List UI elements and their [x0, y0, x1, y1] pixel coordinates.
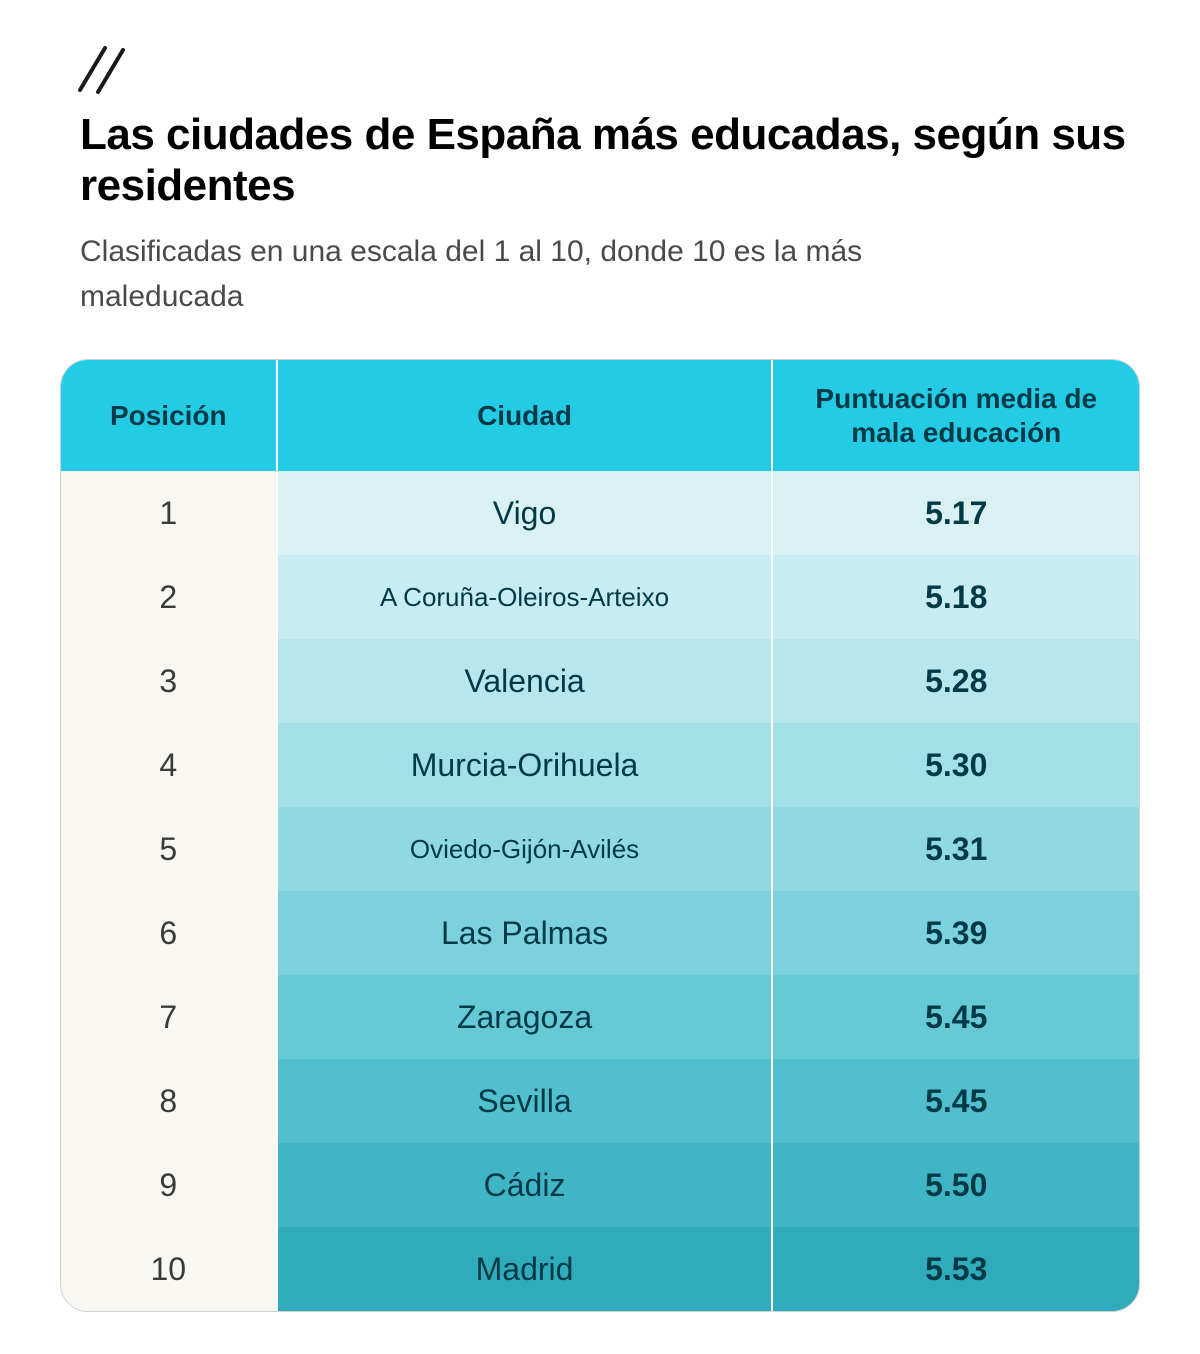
ranking-table: Posición Ciudad Puntuación media de mala…	[61, 360, 1139, 1311]
cell-city: Zaragoza	[277, 975, 773, 1059]
col-header-position: Posición	[61, 360, 277, 471]
col-header-score: Puntuación media de mala educación	[772, 360, 1139, 471]
table-row: 9Cádiz5.50	[61, 1143, 1139, 1227]
cell-score: 5.45	[772, 1059, 1139, 1143]
table-row: 10Madrid5.53	[61, 1227, 1139, 1311]
table-row: 3Valencia5.28	[61, 639, 1139, 723]
cell-position: 2	[61, 555, 277, 639]
cell-position: 9	[61, 1143, 277, 1227]
page-subtitle: Clasificadas en una escala del 1 al 10, …	[80, 229, 980, 319]
cell-position: 8	[61, 1059, 277, 1143]
table-row: 5Oviedo-Gijón-Avilés5.31	[61, 807, 1139, 891]
cell-score: 5.45	[772, 975, 1139, 1059]
cell-city: Oviedo-Gijón-Avilés	[277, 807, 773, 891]
table-row: 7Zaragoza5.45	[61, 975, 1139, 1059]
table-row: 8Sevilla5.45	[61, 1059, 1139, 1143]
col-header-city: Ciudad	[277, 360, 773, 471]
page-title: Las ciudades de España más educadas, seg…	[80, 110, 1150, 211]
cell-city: Sevilla	[277, 1059, 773, 1143]
cell-score: 5.39	[772, 891, 1139, 975]
cell-position: 10	[61, 1227, 277, 1311]
cell-score: 5.28	[772, 639, 1139, 723]
cell-position: 6	[61, 891, 277, 975]
cell-city: Murcia-Orihuela	[277, 723, 773, 807]
table-row: 2A Coruña-Oleiros-Arteixo5.18	[61, 555, 1139, 639]
cell-position: 4	[61, 723, 277, 807]
cell-city: Vigo	[277, 471, 773, 555]
cell-city: Las Palmas	[277, 891, 773, 975]
cell-score: 5.53	[772, 1227, 1139, 1311]
cell-position: 7	[61, 975, 277, 1059]
cell-score: 5.31	[772, 807, 1139, 891]
cell-city: Madrid	[277, 1227, 773, 1311]
cell-score: 5.18	[772, 555, 1139, 639]
cell-city: Cádiz	[277, 1143, 773, 1227]
cell-score: 5.17	[772, 471, 1139, 555]
ranking-table-container: Posición Ciudad Puntuación media de mala…	[60, 359, 1140, 1312]
cell-position: 5	[61, 807, 277, 891]
table-row: 4Murcia-Orihuela5.30	[61, 723, 1139, 807]
table-header-row: Posición Ciudad Puntuación media de mala…	[61, 360, 1139, 471]
cell-score: 5.30	[772, 723, 1139, 807]
cell-position: 1	[61, 471, 277, 555]
slash-decoration-icon	[60, 40, 1150, 105]
cell-position: 3	[61, 639, 277, 723]
table-row: 6Las Palmas5.39	[61, 891, 1139, 975]
cell-city: A Coruña-Oleiros-Arteixo	[277, 555, 773, 639]
cell-city: Valencia	[277, 639, 773, 723]
table-row: 1Vigo5.17	[61, 471, 1139, 555]
cell-score: 5.50	[772, 1143, 1139, 1227]
